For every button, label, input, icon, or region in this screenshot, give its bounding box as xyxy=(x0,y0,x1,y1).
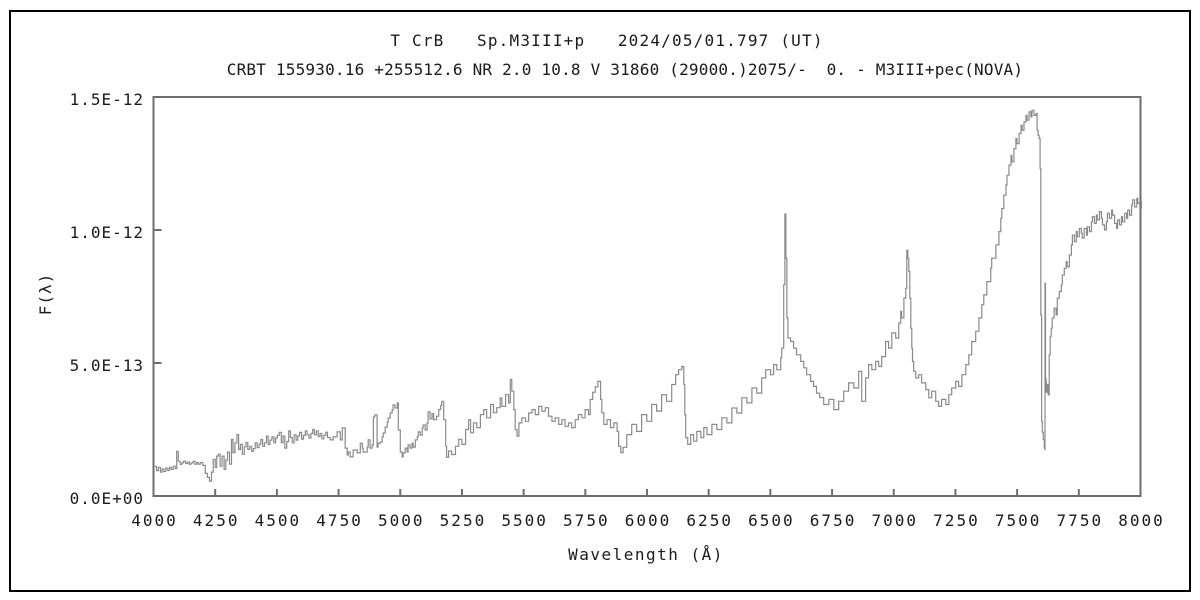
x-axis-tick-label: 4250 xyxy=(192,511,240,530)
x-axis-tick-label: 6750 xyxy=(809,511,857,530)
x-axis-tick-label: 4500 xyxy=(254,511,302,530)
x-axis-tick-label: 7250 xyxy=(933,511,980,530)
x-axis-tick-label: 8000 xyxy=(1118,511,1165,530)
outer-border-frame xyxy=(9,10,1191,592)
y-axis-tick-label: 0.0E+00 xyxy=(69,489,144,508)
x-axis-tick-label: 4750 xyxy=(316,511,363,530)
x-axis-tick-label: 6500 xyxy=(748,511,795,530)
y-axis-tick-label: 5.0E-13 xyxy=(69,356,144,375)
x-axis-tick-label: 6250 xyxy=(686,511,733,530)
x-axis-tick-label: 4000 xyxy=(131,511,178,530)
x-axis-tick-label: 5750 xyxy=(563,511,610,530)
x-axis-tick-label: 5250 xyxy=(439,511,487,530)
x-axis-title: Wavelength (Å) xyxy=(568,545,724,564)
y-axis-title: F(λ) xyxy=(36,272,55,316)
y-axis-tick-label: 1.5E-12 xyxy=(69,90,144,109)
spectrum-line xyxy=(154,109,1142,482)
chart-subtitle: CRBT 155930.16 +255512.6 NR 2.0 10.8 V 3… xyxy=(226,60,1024,79)
x-axis-tick-label: 7750 xyxy=(1056,511,1104,530)
x-axis-tick-label: 6000 xyxy=(624,511,672,530)
x-axis-tick-label: 7000 xyxy=(871,511,919,530)
x-axis-tick-label: 7500 xyxy=(994,511,1042,530)
axis-ticks xyxy=(152,96,1142,497)
x-axis-tick-label: 5000 xyxy=(377,511,425,530)
x-axis-tick-label: 5500 xyxy=(501,511,548,530)
chart-title: T CrB Sp.M3III+p 2024/05/01.797 (UT) xyxy=(390,31,824,50)
y-axis-tick-label: 1.0E-12 xyxy=(69,223,144,242)
